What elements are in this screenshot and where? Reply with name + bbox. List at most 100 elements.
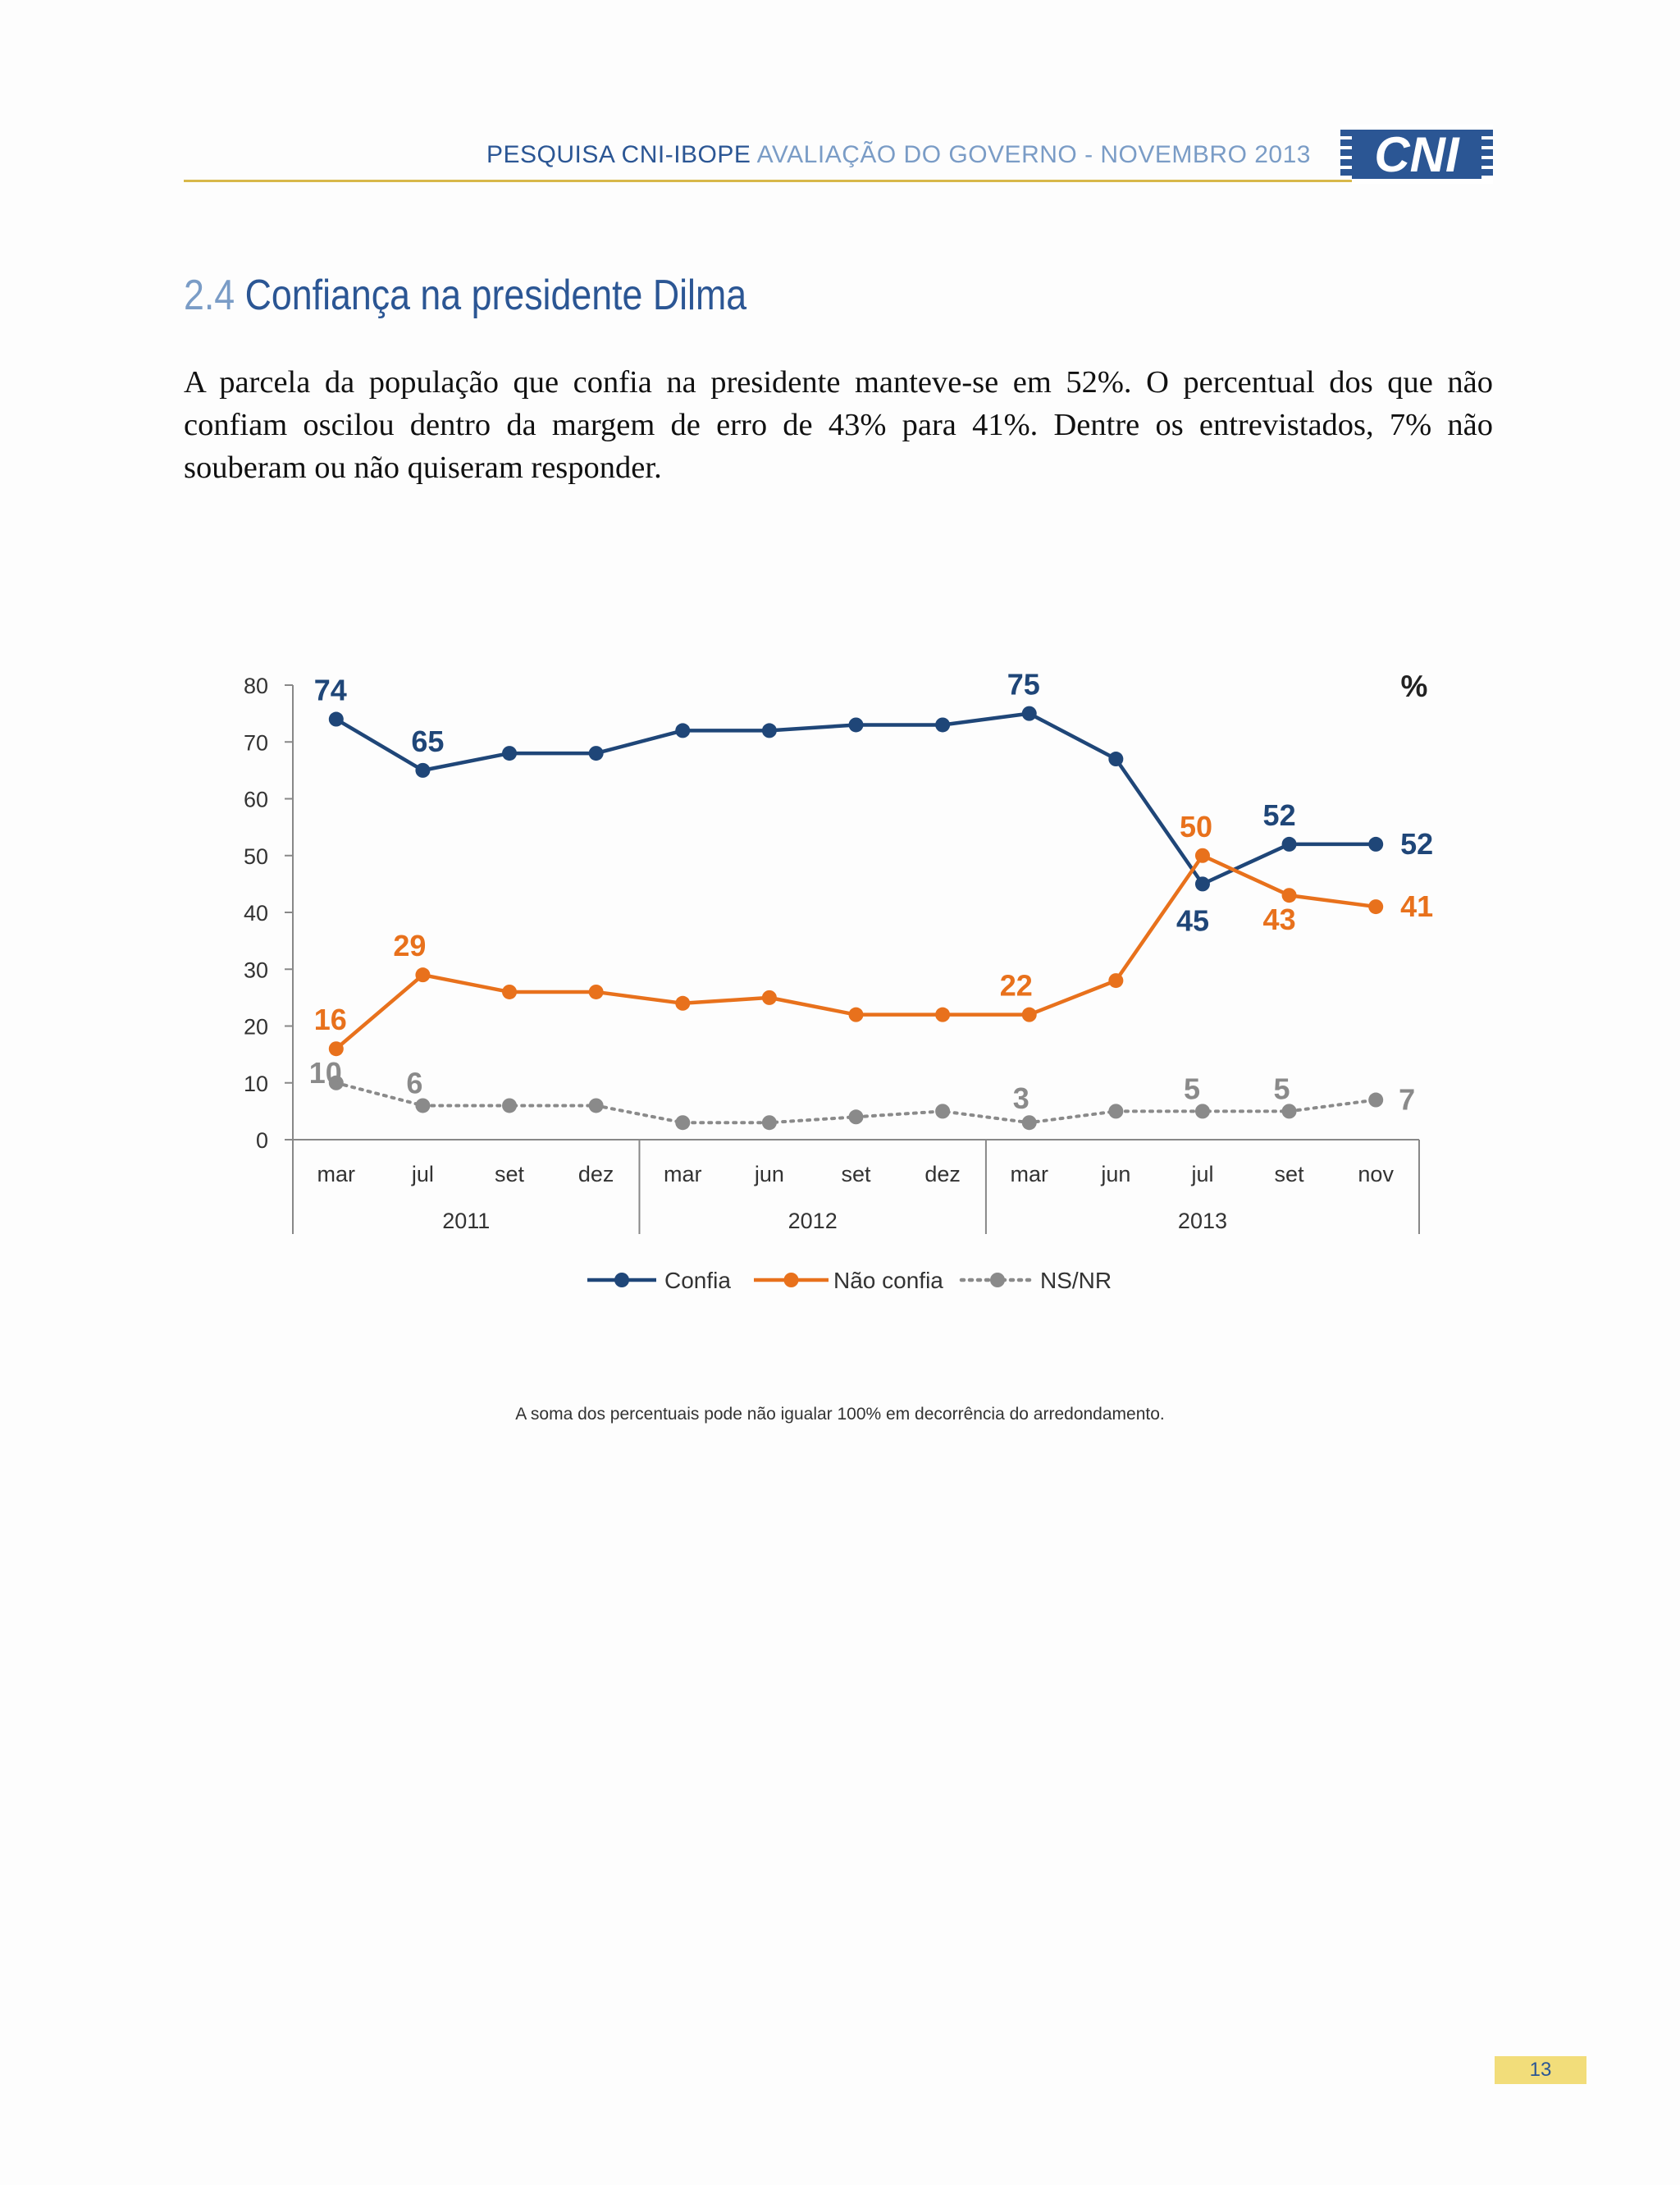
data-point-confia [761,723,777,738]
data-point-nao_confia [1108,973,1124,989]
year-label: 2012 [788,1209,838,1233]
data-point-nao_confia [328,1041,344,1057]
cni-logo: CNI [1340,125,1493,184]
header-survey-name: PESQUISA CNI-IBOPE [486,141,751,168]
data-label-nao_confia: 29 [393,929,426,962]
data-point-confia [675,723,691,738]
data-label-nao_confia: 43 [1263,903,1296,936]
data-point-confia [502,746,518,761]
y-tick-label: 80 [244,674,268,698]
data-point-nao_confia [935,1007,951,1022]
y-tick-label: 10 [244,1072,268,1096]
data-label-nsnr: 3 [1013,1081,1029,1115]
year-label: 2013 [1178,1209,1227,1233]
line-chart: 0 10 20 30 40 50 60 70 80 mar jul set dez mar jun set de… [244,668,1433,1293]
legend-label-nsnr: NS/NR [1040,1268,1112,1293]
data-label-nao_confia: 16 [314,1003,347,1036]
unit-label: % [1401,670,1428,703]
data-point-confia [1194,876,1210,892]
data-label-confia: 74 [314,674,347,707]
data-label-nsnr: 7 [1399,1083,1415,1117]
chart-legend: Confia Não confia NS/NR [587,1268,1112,1293]
data-label-nao_confia: 50 [1180,810,1212,843]
y-tick-label: 50 [244,844,268,869]
data-point-confia [1281,836,1297,852]
data-point-nsnr [761,1115,777,1131]
data-label-confia: 75 [1007,668,1040,702]
data-point-nao_confia [675,995,691,1011]
header-title: PESQUISA CNI-IBOPE AVALIAÇÃO DO GOVERNO … [486,141,1311,169]
x-tick-label: nov [1358,1162,1394,1186]
data-label-confia: 52 [1263,798,1296,832]
data-label-nao_confia: 41 [1400,889,1433,923]
header-subtitle: AVALIAÇÃO DO GOVERNO - NOVEMBRO 2013 [756,141,1311,168]
data-point-nsnr [1368,1092,1384,1108]
data-point-nao_confia [1368,899,1384,915]
year-label: 2011 [442,1209,490,1233]
data-point-confia [1021,706,1037,721]
data-label-nsnr: 5 [1274,1072,1290,1105]
data-point-nsnr [1194,1104,1210,1119]
data-point-nao_confia [415,967,431,983]
y-tick-label: 20 [244,1015,268,1040]
x-tick-label: jun [1100,1162,1130,1186]
data-point-confia [935,717,951,733]
x-tick-label: dez [924,1162,961,1186]
data-point-nao_confia [1021,1007,1037,1022]
section-title-text: Confiança na presidente Dilma [244,272,747,319]
data-label-nsnr: 5 [1184,1072,1200,1105]
x-tick-label: mar [1010,1162,1048,1186]
data-label-nsnr: 10 [309,1056,342,1090]
page-number: 13 [1495,2056,1586,2084]
data-point-nao_confia [1194,848,1210,863]
x-tick-label: set [1275,1162,1305,1186]
data-point-confia [848,717,864,733]
chart-series [328,706,1384,1131]
y-tick-label: 0 [256,1128,268,1153]
data-label-nao_confia: 22 [1000,969,1033,1003]
data-point-nsnr [415,1098,431,1113]
series-line-confia [335,711,1376,886]
data-point-confia [1108,752,1124,767]
x-tick-label: jul [411,1162,434,1186]
chart-axes: 0 10 20 30 40 50 60 70 80 mar jul set dez mar jun set de… [244,670,1428,1234]
legend-marker-nao_confia [783,1273,799,1287]
data-point-nsnr [588,1098,604,1113]
data-point-nao_confia [848,1007,864,1022]
footnote: A soma dos percentuais pode não igualar … [515,1405,1165,1424]
x-tick-label: dez [578,1162,614,1186]
body-paragraph: A parcela da população que confia na pre… [184,365,1493,485]
y-tick-label: 60 [244,788,268,812]
x-tick-label: jun [754,1162,784,1186]
data-point-confia [328,711,344,727]
data-point-nao_confia [588,984,604,999]
data-point-nsnr [328,1075,344,1090]
data-point-confia [415,762,431,778]
x-tick-label: mar [317,1162,356,1186]
chart-data-labels: 74 65 75 45 52 52 16 29 22 50 43 41 10 6 3 5 5 7 [309,668,1433,1117]
data-label-nsnr: 6 [406,1066,422,1099]
legend-marker-nsnr [990,1273,1005,1287]
data-point-nsnr [848,1109,864,1125]
data-point-nao_confia [1281,888,1297,903]
x-tick-label: set [495,1162,525,1186]
data-label-confia: 45 [1176,903,1209,937]
legend-marker-confia [614,1273,629,1287]
header-divider [184,180,1352,182]
x-tick-label: set [841,1162,871,1186]
data-point-nsnr [1108,1104,1124,1119]
data-point-nao_confia [761,990,777,1005]
y-tick-label: 70 [244,730,268,755]
logo-text: CNI [1374,127,1460,182]
data-point-nsnr [675,1115,691,1131]
section-number: 2.4 [184,272,235,319]
data-point-nsnr [502,1098,518,1113]
data-point-nsnr [1281,1104,1297,1119]
legend-label-confia: Confia [664,1268,731,1293]
data-point-confia [1368,836,1384,852]
y-tick-label: 30 [244,958,268,982]
legend-label-nao_confia: Não confia [833,1268,943,1293]
data-label-confia: 65 [411,725,444,758]
x-tick-label: mar [664,1162,702,1186]
data-label-confia: 52 [1400,827,1433,861]
